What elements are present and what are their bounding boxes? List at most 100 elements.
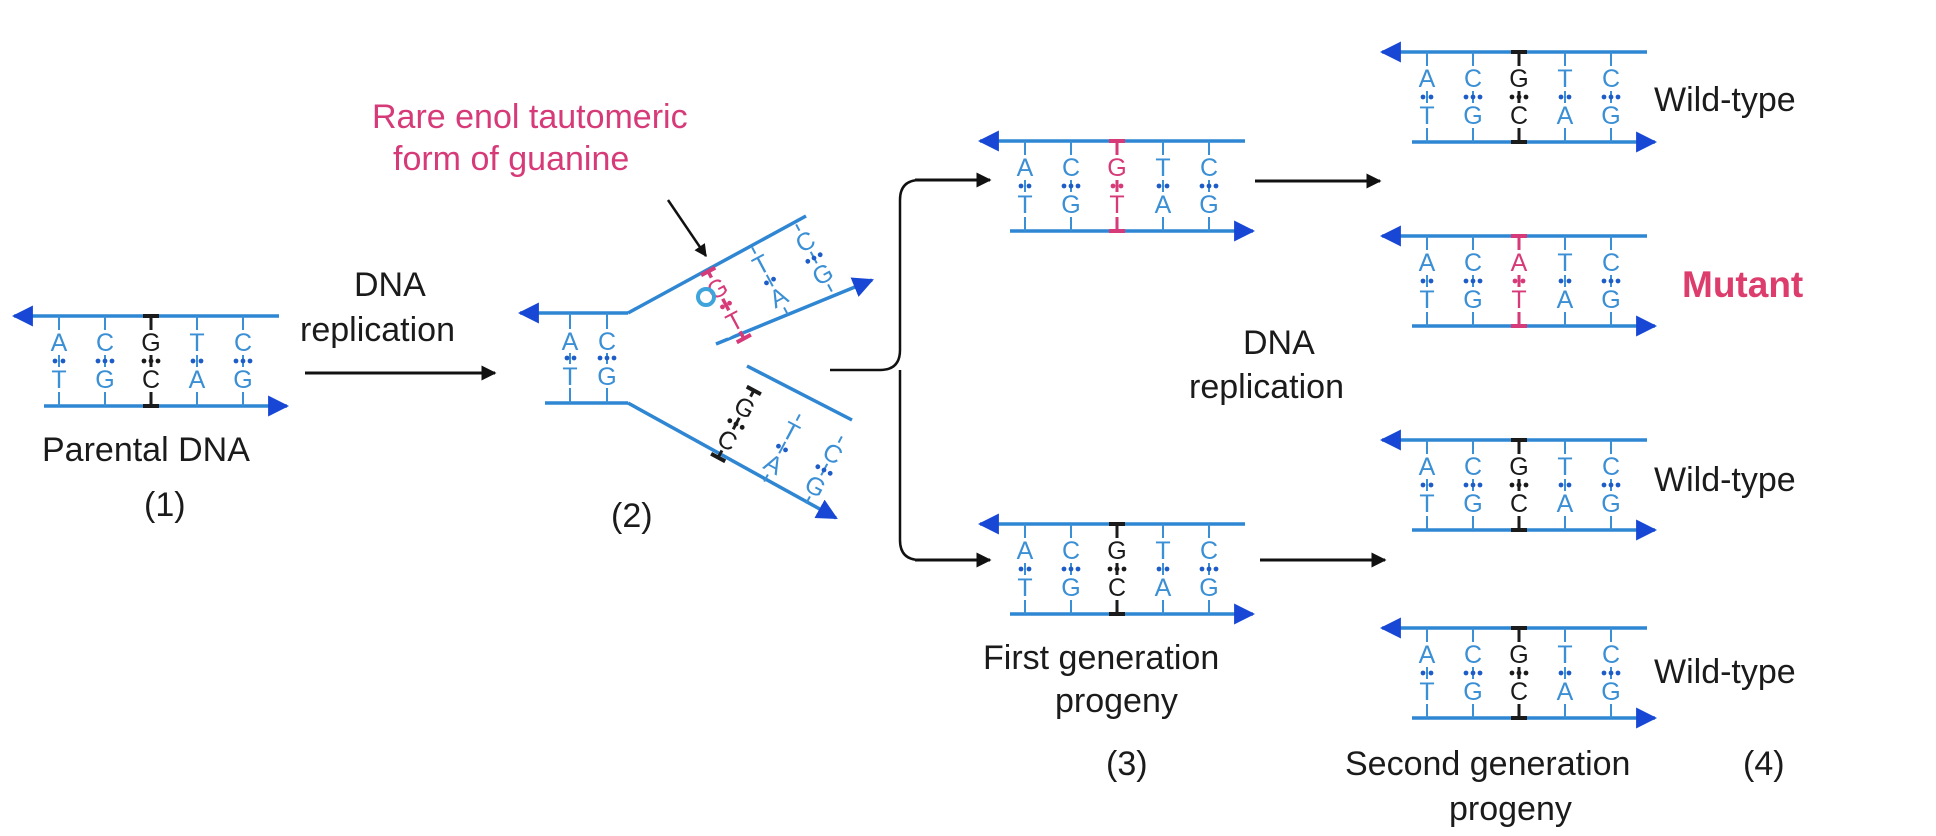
base-pair: CG bbox=[1459, 52, 1487, 142]
base-pair: CG bbox=[1597, 236, 1625, 326]
top-base: G bbox=[1509, 65, 1528, 93]
fork-stem-top-base: C bbox=[598, 328, 616, 356]
top-base: T bbox=[189, 329, 204, 357]
base-pair: TA bbox=[1149, 141, 1177, 231]
tautomer-label-line2: form of guanine bbox=[393, 140, 629, 178]
fork-lower-base: C bbox=[818, 438, 847, 471]
top-base: A bbox=[51, 329, 68, 357]
base-pair: CG bbox=[91, 316, 119, 406]
bottom-base: C bbox=[1510, 490, 1528, 518]
fork-lower-pairs: G C T A C G bbox=[709, 384, 851, 505]
outcome-label-wildtype-1: Wild-type bbox=[1654, 81, 1796, 119]
top-base: A bbox=[1017, 537, 1034, 565]
base-pair: TA bbox=[1551, 52, 1579, 142]
step-3-label: (3) bbox=[1106, 745, 1148, 783]
bottom-base: G bbox=[1463, 678, 1482, 706]
top-base: C bbox=[1602, 641, 1620, 669]
top-base: C bbox=[1464, 641, 1482, 669]
bottom-base: G bbox=[1061, 191, 1080, 219]
bottom-base: A bbox=[1557, 102, 1574, 130]
tautomer-pointer-arrow bbox=[666, 199, 708, 258]
base-pair: AT bbox=[1505, 234, 1533, 328]
bottom-base: G bbox=[1601, 286, 1620, 314]
top-base: C bbox=[1464, 65, 1482, 93]
bottom-base: C bbox=[1108, 574, 1126, 602]
top-base: C bbox=[1464, 249, 1482, 277]
replication-label-1-line2: replication bbox=[300, 311, 455, 349]
branch-brace bbox=[830, 178, 935, 562]
bottom-base: G bbox=[1463, 490, 1482, 518]
top-base: C bbox=[1200, 537, 1218, 565]
bottom-base: A bbox=[1557, 678, 1574, 706]
replication-fork: A C T G G T T A bbox=[517, 214, 874, 520]
base-pair: GC bbox=[1505, 50, 1533, 144]
top-base: A bbox=[1419, 249, 1436, 277]
top-base: G bbox=[1509, 453, 1528, 481]
bottom-base: T bbox=[1419, 490, 1434, 518]
top-base: A bbox=[1419, 65, 1436, 93]
bottom-base: G bbox=[1199, 574, 1218, 602]
step-1-label: (1) bbox=[144, 486, 186, 524]
base-pair: AT bbox=[45, 316, 73, 406]
bottom-base: T bbox=[1017, 574, 1032, 602]
top-base: C bbox=[1062, 154, 1080, 182]
bottom-base: A bbox=[1557, 490, 1574, 518]
bottom-base: T bbox=[1017, 191, 1032, 219]
base-pair: TA bbox=[1551, 440, 1579, 530]
top-base: C bbox=[1062, 537, 1080, 565]
fork-stem-top-base: A bbox=[562, 328, 579, 356]
step-2-label: (2) bbox=[611, 497, 653, 535]
step-4-label: (4) bbox=[1743, 745, 1785, 783]
fork-stem-bottom-base: T bbox=[562, 363, 577, 391]
top-base: C bbox=[1602, 453, 1620, 481]
top-base: C bbox=[1602, 65, 1620, 93]
bottom-base: G bbox=[95, 366, 114, 394]
bottom-base: A bbox=[1155, 574, 1172, 602]
bottom-base: G bbox=[1463, 102, 1482, 130]
bottom-base: A bbox=[189, 366, 206, 394]
bottom-base: C bbox=[142, 366, 160, 394]
tautomer-label-line1: Rare enol tautomeric bbox=[372, 98, 688, 136]
base-pair: CG bbox=[229, 316, 257, 406]
base-pair: CG bbox=[1459, 236, 1487, 326]
bottom-base: G bbox=[1601, 102, 1620, 130]
base-pair: TA bbox=[1551, 236, 1579, 326]
fork-upper-outer-strand bbox=[627, 214, 807, 315]
base-pair: GC bbox=[1103, 522, 1131, 616]
top-base: G bbox=[1509, 641, 1528, 669]
top-base: C bbox=[1464, 453, 1482, 481]
second-gen-label-line2: progeny bbox=[1449, 790, 1572, 828]
outcome-label-mutant: Mutant bbox=[1682, 264, 1803, 305]
top-base: C bbox=[1602, 249, 1620, 277]
base-pair: AT bbox=[1011, 524, 1039, 614]
replication-label-2-line2: replication bbox=[1189, 368, 1344, 406]
fork-lower-base: G bbox=[729, 391, 759, 425]
base-pair: AT bbox=[1413, 628, 1441, 718]
bottom-base: C bbox=[1510, 102, 1528, 130]
replication-label-2-line1: DNA bbox=[1243, 324, 1315, 362]
top-base: T bbox=[1155, 154, 1170, 182]
top-base: T bbox=[1557, 249, 1572, 277]
base-pair: CG bbox=[1459, 440, 1487, 530]
bottom-base: T bbox=[1419, 678, 1434, 706]
bottom-base: G bbox=[1061, 574, 1080, 602]
fork-upper-base: C bbox=[791, 226, 820, 259]
base-pair: TA bbox=[183, 316, 211, 406]
base-pair: CG bbox=[1597, 52, 1625, 142]
bottom-base: T bbox=[51, 366, 66, 394]
parental-dna-label: Parental DNA bbox=[42, 431, 250, 469]
base-pair: CG bbox=[1057, 141, 1085, 231]
top-base: T bbox=[1557, 641, 1572, 669]
fork-upper-base: G bbox=[808, 258, 838, 292]
top-base: T bbox=[1557, 453, 1572, 481]
bottom-base: C bbox=[1510, 678, 1528, 706]
top-base: T bbox=[1557, 65, 1572, 93]
fork-lower-inner-strand bbox=[746, 364, 853, 422]
base-pair: CG bbox=[1057, 524, 1085, 614]
